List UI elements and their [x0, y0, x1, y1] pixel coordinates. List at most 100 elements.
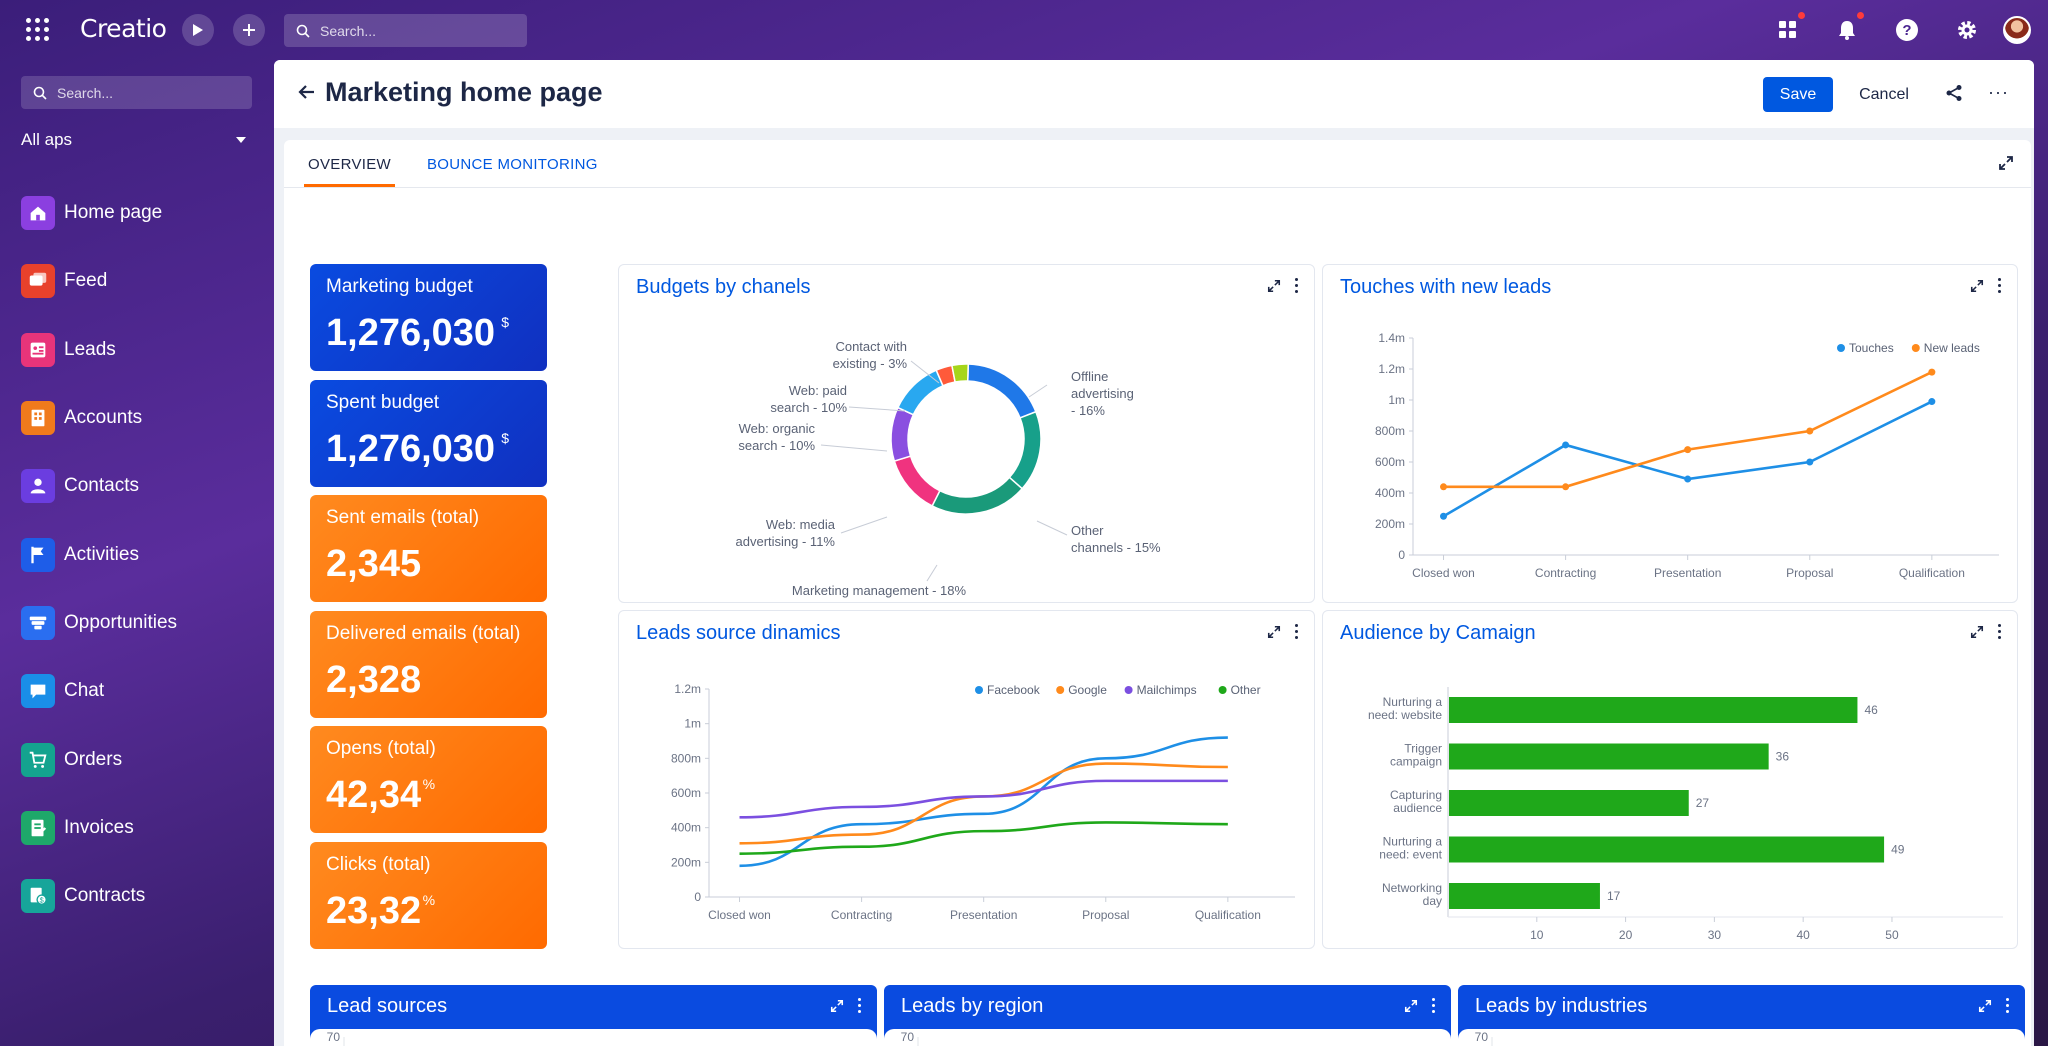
app-launcher-icon[interactable] [26, 18, 50, 42]
more-vertical-icon[interactable] [1295, 278, 1298, 293]
tab-bounce-monitoring[interactable]: BOUNCE MONITORING [427, 156, 598, 173]
sidebar-item-label: Leads [64, 338, 116, 360]
bar[interactable] [1449, 883, 1600, 909]
kpi-card[interactable]: Delivered emails (total) 2,328 [310, 610, 547, 718]
more-vertical-icon[interactable] [2006, 998, 2009, 1013]
expand-icon[interactable] [1970, 625, 1984, 639]
kpi-card[interactable]: Spent budget 1,276,030 $ [310, 379, 547, 487]
kpi-card[interactable]: Clicks (total) 23,32% [310, 841, 547, 949]
series-line[interactable] [1443, 370, 1933, 489]
main-panel: Marketing home page Save Cancel ··· OVER… [274, 60, 2034, 1046]
settings-button[interactable] [1953, 16, 1981, 44]
expand-icon[interactable] [830, 999, 844, 1013]
kpi-number: 23,32 [326, 889, 422, 932]
sidebar-item-feed[interactable]: Feed [21, 247, 261, 315]
kpi-card[interactable]: Opens (total) 42,34% [310, 726, 547, 833]
sidebar-item-chat[interactable]: Chat [21, 657, 261, 725]
kpi-card[interactable]: Sent emails (total) 2,345 [310, 495, 547, 602]
donut-slice[interactable] [931, 476, 1024, 515]
sidebar-item-label: Accounts [64, 407, 143, 429]
donut-slice[interactable] [951, 363, 970, 383]
series-line[interactable] [1442, 400, 1933, 518]
cancel-button[interactable]: Cancel [1859, 85, 1909, 103]
more-vertical-icon[interactable] [1998, 624, 2001, 639]
series-line[interactable] [739, 779, 1228, 819]
run-button[interactable] [182, 14, 214, 46]
data-point[interactable] [1928, 368, 1936, 376]
kpi-label: Clicks (total) [326, 853, 431, 875]
bar[interactable] [1449, 743, 1769, 770]
category-label: Nurturing a need: website [1368, 695, 1442, 722]
bar[interactable] [1449, 790, 1689, 816]
bar[interactable] [1449, 836, 1885, 863]
donut-slice[interactable] [896, 369, 944, 416]
more-vertical-icon[interactable] [1998, 278, 2001, 293]
series-line[interactable] [739, 736, 1228, 868]
sidebar-item-contracts[interactable]: $ Contracts [21, 862, 261, 930]
global-search-input[interactable]: Search... [284, 14, 527, 47]
donut-slice[interactable] [966, 363, 1037, 419]
back-button[interactable] [298, 84, 316, 105]
legend-label[interactable]: Other [1231, 683, 1261, 697]
more-vertical-icon[interactable] [858, 998, 861, 1013]
data-point[interactable] [1562, 483, 1570, 491]
bar[interactable] [1449, 697, 1858, 723]
share-button[interactable] [1945, 84, 1963, 107]
search-icon [33, 86, 47, 100]
sidebar-item-leads[interactable]: Leads [21, 316, 261, 384]
more-vertical-icon[interactable] [1295, 624, 1298, 639]
help-icon: ? [1896, 19, 1918, 41]
data-point[interactable] [1684, 475, 1692, 483]
donut-slice[interactable] [890, 406, 915, 463]
save-button[interactable]: Save [1763, 77, 1833, 112]
donut-slice[interactable] [893, 455, 941, 507]
data-point[interactable] [1928, 398, 1936, 406]
donut-slice[interactable] [1008, 410, 1042, 490]
data-point[interactable] [1806, 458, 1814, 466]
sidebar-item-invoices[interactable]: Invoices [21, 794, 261, 862]
y-tick-label: 70 [327, 1030, 341, 1044]
legend-label[interactable]: Facebook [987, 683, 1041, 697]
help-button[interactable]: ? [1893, 16, 1921, 44]
sidebar-item-opportunities[interactable]: Opportunities [21, 589, 261, 657]
expand-icon[interactable] [1404, 999, 1418, 1013]
sidebar-item-contacts[interactable]: Contacts [21, 452, 261, 520]
tab-overview[interactable]: OVERVIEW [304, 156, 395, 187]
notifications-button[interactable] [1833, 12, 1864, 44]
kpi-card[interactable]: Marketing budget 1,276,030 $ [310, 264, 547, 371]
widget-tools [1267, 278, 1298, 293]
sidebar-search-input[interactable]: Search... [21, 76, 252, 109]
data-point[interactable] [1440, 512, 1448, 520]
leads-by-region-widget: Leads by region 706044 [884, 985, 1451, 1046]
add-button[interactable] [233, 14, 265, 46]
leads-source-chart: 0 200m 400m 600m 800m 1m 1.2m Closed won Contrac… [671, 682, 1295, 922]
sidebar-item-activities[interactable]: Activities [21, 520, 261, 588]
legend-label[interactable]: Google [1068, 683, 1107, 697]
all-apps-dropdown[interactable]: All aps [21, 128, 252, 152]
expand-icon[interactable] [1267, 279, 1281, 293]
expand-icon[interactable] [1267, 625, 1281, 639]
y-tick-label: 800m [671, 751, 701, 765]
fullscreen-button[interactable] [1998, 155, 2014, 176]
app-switcher-button[interactable] [1774, 12, 1805, 44]
x-tick-label: Qualification [1195, 908, 1261, 922]
legend-label[interactable]: New leads [1924, 341, 1980, 355]
donut-leader-line [840, 516, 888, 534]
legend-label[interactable]: Touches [1849, 341, 1894, 355]
more-vertical-icon[interactable] [1432, 998, 1435, 1013]
data-point[interactable] [1440, 483, 1448, 491]
data-point[interactable] [1562, 441, 1570, 449]
data-point[interactable] [1684, 446, 1692, 454]
data-point[interactable] [1806, 427, 1814, 435]
legend-label[interactable]: Mailchimps [1137, 683, 1197, 697]
avatar[interactable] [2003, 16, 2031, 44]
home-icon [21, 196, 55, 231]
logo[interactable]: Creatio [80, 14, 167, 43]
more-options-button[interactable]: ··· [1988, 82, 2009, 102]
sidebar-item-accounts[interactable]: Accounts [21, 384, 261, 452]
sidebar-item-home-page[interactable]: Home page [21, 179, 261, 247]
series-line[interactable] [739, 821, 1228, 855]
expand-icon[interactable] [1978, 999, 1992, 1013]
expand-icon[interactable] [1970, 279, 1984, 293]
sidebar-item-orders[interactable]: Orders [21, 725, 261, 793]
